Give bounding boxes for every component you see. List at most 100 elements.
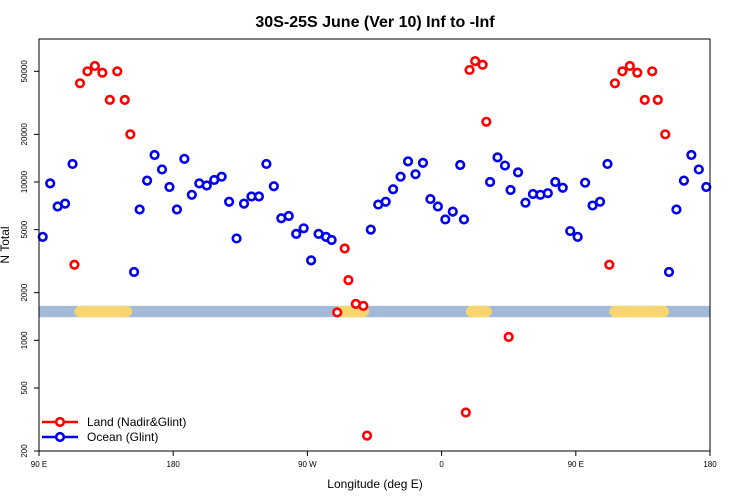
data-point <box>238 198 250 209</box>
data-point <box>477 59 488 70</box>
data-point <box>652 94 663 105</box>
data-point <box>481 116 492 127</box>
data-point <box>361 430 373 441</box>
data-point <box>565 225 576 237</box>
band-ocean <box>39 305 710 318</box>
data-point <box>388 184 399 195</box>
data-point <box>67 158 78 170</box>
x-axis-label: Longitude (deg E) <box>327 477 422 491</box>
data-point <box>125 129 136 140</box>
legend: Land (Nadir&Glint) Ocean (Glint) <box>42 415 186 444</box>
data-point <box>365 224 376 235</box>
data-point <box>417 157 429 169</box>
data-point <box>231 233 242 244</box>
data-point <box>609 78 621 89</box>
data-point <box>447 206 458 217</box>
data-point <box>380 196 391 207</box>
data-point <box>89 60 101 72</box>
data-point <box>455 159 466 171</box>
plot-frame <box>38 38 711 452</box>
data-point <box>358 300 369 311</box>
series-ocean <box>37 149 712 278</box>
legend-item-land: Land (Nadir&Glint) <box>42 415 186 429</box>
data-point <box>216 171 227 182</box>
data-point <box>660 129 671 140</box>
data-point <box>156 164 168 175</box>
data-point <box>432 201 443 212</box>
chart-title: 30S-25S June (Ver 10) Inf to -Inf <box>255 14 495 31</box>
y-axis-ticks: 200 500 1000 2000 5000 10000 20000 50000 <box>20 60 39 458</box>
data-point <box>149 149 160 161</box>
band-land-segment <box>74 305 133 318</box>
data-point <box>663 266 675 278</box>
data-points <box>37 56 712 441</box>
data-point <box>97 67 108 78</box>
data-point <box>484 176 496 188</box>
data-point <box>503 331 514 343</box>
data-point <box>686 149 697 161</box>
data-point <box>402 156 414 167</box>
data-point <box>332 307 343 318</box>
data-point <box>283 210 294 222</box>
data-point <box>253 191 265 202</box>
data-point <box>339 243 350 254</box>
data-point <box>201 180 212 191</box>
data-point <box>604 259 615 270</box>
data-point <box>261 158 272 170</box>
data-point <box>395 171 406 182</box>
legend-label-ocean: Ocean (Glint) <box>87 430 158 444</box>
y-tick-label: 10000 <box>20 170 29 193</box>
y-tick-label: 2000 <box>20 283 29 301</box>
y-tick-label: 5000 <box>20 220 29 238</box>
x-tick-label: 90 W <box>298 460 317 469</box>
x-tick-label: 90 E <box>568 460 584 469</box>
data-point <box>505 184 516 196</box>
data-point <box>440 214 451 225</box>
data-point <box>512 167 524 178</box>
data-point <box>425 193 436 205</box>
series-land <box>69 56 671 441</box>
reference-band <box>39 305 710 318</box>
y-axis-label: N Total <box>0 226 12 263</box>
data-point <box>410 169 421 180</box>
y-tick-label: 200 <box>20 444 29 458</box>
data-point <box>460 407 471 418</box>
data-point <box>701 181 712 193</box>
data-point <box>464 64 475 76</box>
x-tick-label: 90 E <box>31 460 47 469</box>
data-point <box>142 175 153 186</box>
data-point <box>326 234 337 246</box>
data-point <box>550 176 561 188</box>
x-tick-label: 0 <box>439 460 444 469</box>
data-point <box>624 60 635 72</box>
data-point <box>499 160 511 171</box>
data-point <box>671 204 682 215</box>
data-point <box>594 196 606 207</box>
band-land-segment <box>609 305 669 318</box>
data-point <box>306 255 317 266</box>
data-point <box>164 181 175 193</box>
legend-item-ocean: Ocean (Glint) <box>42 430 158 444</box>
data-point <box>580 177 591 188</box>
data-point <box>298 223 309 234</box>
data-point <box>37 231 48 243</box>
x-tick-label: 180 <box>167 460 181 469</box>
data-point <box>268 181 279 192</box>
data-point <box>617 66 628 77</box>
data-point <box>119 94 130 105</box>
data-point <box>587 200 598 211</box>
data-point <box>639 94 650 105</box>
data-point <box>59 198 71 209</box>
y-tick-label: 1000 <box>20 331 29 349</box>
band-land-segment <box>465 305 492 318</box>
data-point <box>104 94 115 105</box>
data-point <box>112 66 123 77</box>
data-point <box>82 66 93 77</box>
data-point <box>632 67 643 78</box>
data-point <box>69 259 80 270</box>
data-point <box>134 204 145 215</box>
x-axis-ticks: 90 E 180 90 W 0 90 E 180 <box>31 451 717 469</box>
data-point <box>128 266 140 278</box>
y-tick-label: 20000 <box>20 123 29 146</box>
